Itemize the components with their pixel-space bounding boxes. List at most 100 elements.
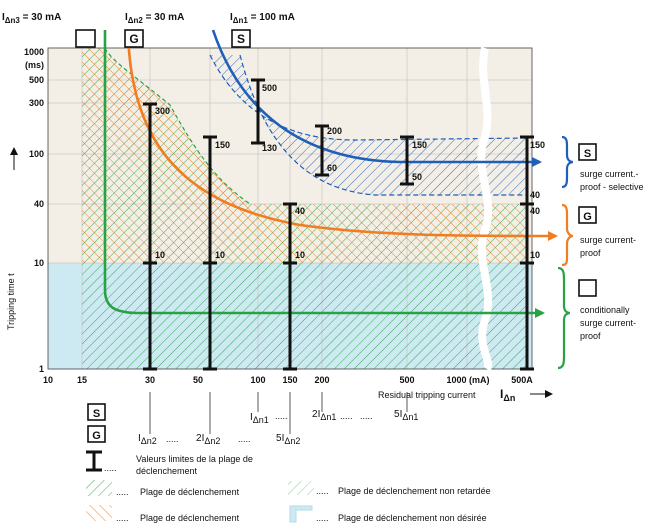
legend-orange-text: Plage de déclenchement: [140, 513, 240, 523]
orange-hatch-trip-zone: [82, 48, 527, 263]
label-10-c: 10: [295, 250, 305, 260]
label-150-b: 150: [412, 140, 427, 150]
legend-s-letter: S: [584, 148, 591, 160]
svg-text:1000 (mA): 1000 (mA): [446, 375, 489, 385]
label-40-b: 40: [530, 190, 540, 200]
legend-limits-dots: .....: [104, 463, 117, 473]
label-40-c: 40: [530, 206, 540, 216]
svg-text:(ms): (ms): [25, 60, 44, 70]
label-40-a: 40: [295, 206, 305, 216]
blue-hatch-trip-zone: [210, 55, 527, 195]
y-axis-ticks: 1000 (ms) 500 300 100 40 10 1: [24, 47, 44, 374]
label-idn3: IΔn3 = 30 mA: [2, 12, 61, 25]
row-g-multiple-3: 5IΔn2: [276, 433, 300, 446]
label-idn1: IΔn1 = 100 mA: [230, 12, 295, 25]
legend-non-delayed-dots: .....: [316, 486, 329, 496]
svg-text:200: 200: [314, 375, 329, 385]
label-300: 300: [155, 106, 170, 116]
label-200: 200: [327, 126, 342, 136]
legend-undesired-text: Plage de déclenchement non désirée: [338, 513, 487, 523]
legend-limit-bar-icon: [86, 450, 102, 472]
row-g-multiple-2: 2IΔn2: [196, 433, 220, 446]
legend-g-badge-icon: [578, 206, 597, 224]
svg-text:500A: 500A: [511, 375, 533, 385]
s-badge-letter: S: [237, 32, 245, 46]
legend-g-line1: surge current-: [580, 235, 636, 245]
row-s-dots-2: .....: [340, 411, 353, 421]
legend-orange-hatch-swatch: [86, 505, 112, 521]
legend-non-delayed-swatch: [288, 481, 314, 495]
x-axis-label: Residual tripping current: [378, 390, 476, 400]
s-badge-icon: [231, 29, 251, 48]
row-s-multiple-2: 2IΔn1: [312, 409, 336, 422]
legend-n-line2: surge current-: [580, 318, 636, 328]
green-dashed-limit: [104, 47, 251, 205]
legend-limits-line1: Valeurs limites de la plage de: [136, 454, 253, 464]
svg-text:1000: 1000: [24, 47, 44, 57]
label-150-c: 150: [530, 140, 545, 150]
row-g-dots-1: .....: [166, 434, 179, 444]
legend-n-line3: proof: [580, 331, 601, 341]
legend-non-delayed-text: Plage de déclenchement non retardée: [338, 486, 491, 496]
multiple-drop-lines: [149, 392, 408, 434]
svg-text:15: 15: [77, 375, 87, 385]
svg-text:50: 50: [193, 375, 203, 385]
legend-g-letter: G: [583, 211, 592, 223]
legend-green-dots: .....: [116, 487, 129, 497]
row-g-dots-2: .....: [238, 434, 251, 444]
svg-text:100: 100: [250, 375, 265, 385]
label-130: 130: [262, 143, 277, 153]
label-idn2: IΔn2 = 30 mA: [125, 12, 184, 25]
svg-text:10: 10: [34, 258, 44, 268]
legend-empty-badge-icon: [578, 279, 597, 297]
svg-text:40: 40: [34, 199, 44, 209]
svg-text:500: 500: [399, 375, 414, 385]
legend-limits-line2: déclenchement: [136, 466, 198, 476]
g-badge-icon: [124, 29, 144, 48]
row-s-badge-icon: [87, 403, 106, 421]
y-axis-label: Tripping time t: [6, 273, 16, 330]
curve-conditional-green: [103, 30, 545, 318]
row-g-badge-icon: [87, 425, 106, 443]
bar-value-labels: 300 10 150 10 40 10 500 130 200 60 150 5…: [155, 83, 545, 260]
svg-text:100: 100: [29, 149, 44, 159]
g-badge-letter: G: [129, 32, 138, 46]
label-150-a: 150: [215, 140, 230, 150]
svg-text:150: 150: [282, 375, 297, 385]
label-10-a: 10: [155, 250, 165, 260]
brace-selective: [561, 135, 574, 189]
row-s-multiple-3: 5IΔn1: [394, 409, 418, 422]
curve-selective-blue: [211, 29, 542, 167]
x-axis-unit: IΔn: [500, 387, 515, 403]
limit-bars: [143, 78, 534, 371]
label-500: 500: [262, 83, 277, 93]
legend-green-hatch-swatch: [86, 480, 112, 496]
legend-orange-dots: .....: [116, 513, 129, 523]
legend-g-line2: proof: [580, 248, 601, 258]
x-axis-ticks: 10 15 30 50 100 150 200 500 1000 (mA) 50…: [43, 375, 533, 385]
legend-s-line1: surge current.-: [580, 169, 639, 179]
legend-undesired-swatch: [289, 505, 313, 523]
curve-surge-orange: [126, 29, 558, 241]
legend-undesired-dots: .....: [316, 513, 329, 523]
row-s-dots-3: .....: [360, 411, 373, 421]
row-s-multiple-1: IΔn1: [250, 412, 269, 425]
row-s-dots-1: .....: [275, 411, 288, 421]
legend-n-line1: conditionally: [580, 305, 630, 315]
legend-green-text: Plage de déclenchement: [140, 487, 240, 497]
label-10-d: 10: [530, 250, 540, 260]
row-g-multiple-1: IΔn2: [138, 433, 157, 446]
svg-text:10: 10: [43, 375, 53, 385]
svg-text:1: 1: [39, 364, 44, 374]
legend-s-line2: proof - selective: [580, 182, 644, 192]
svg-text:500: 500: [29, 75, 44, 85]
brace-surge: [561, 203, 574, 267]
svg-text:300: 300: [29, 98, 44, 108]
svg-text:30: 30: [145, 375, 155, 385]
row-s-letter: S: [93, 408, 100, 420]
blue-dashed-limits: [209, 54, 528, 196]
legend-s-badge-icon: [578, 143, 597, 161]
label-50: 50: [412, 172, 422, 182]
row-g-letter: G: [92, 430, 101, 442]
